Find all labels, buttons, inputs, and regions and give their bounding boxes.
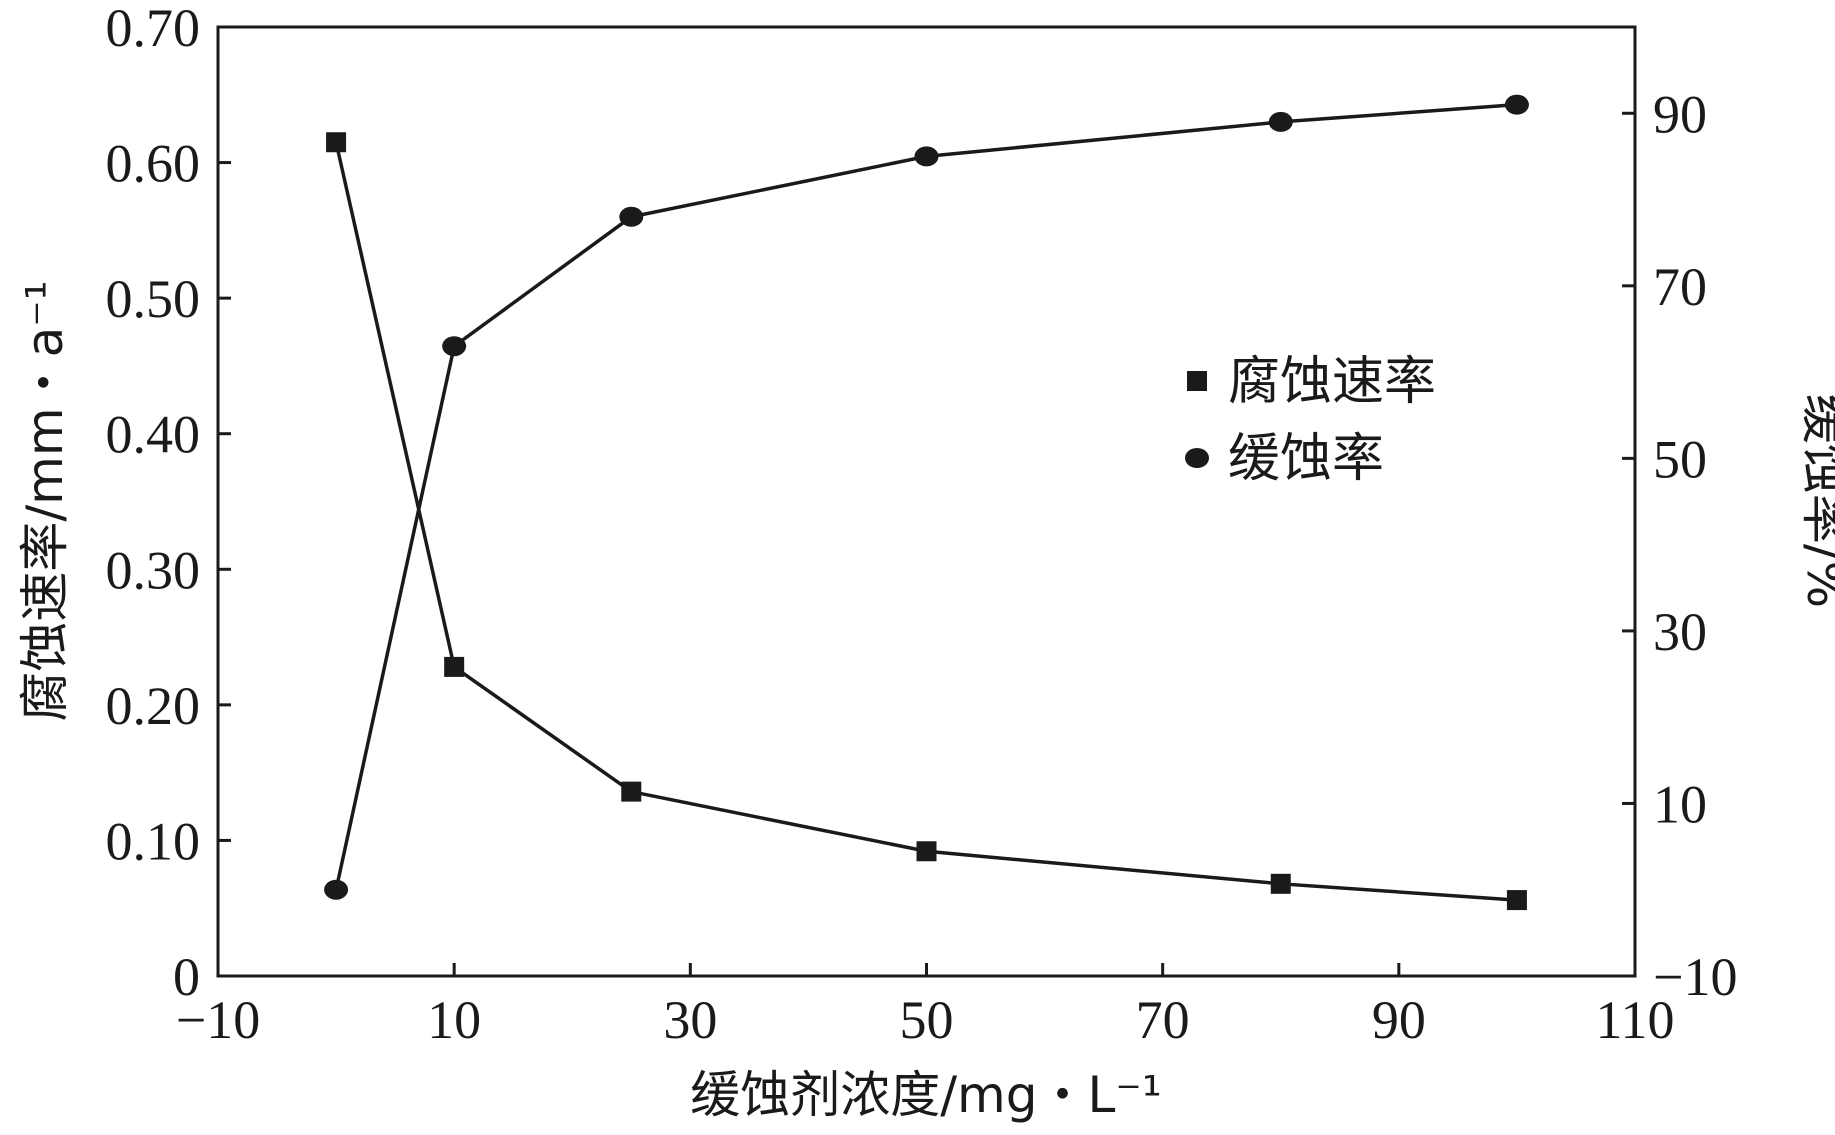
y2-tick-label: 50 [1653, 429, 1707, 489]
x-tick-label: 50 [900, 990, 954, 1050]
legend-square-marker [1187, 371, 1207, 391]
series-line-inhibition-efficiency [334, 102, 1518, 891]
y-axis-ticks: 0 0.10 0.20 0.30 0.40 0.50 0.60 0.70 [106, 0, 231, 1007]
y2-tick-label: 70 [1653, 257, 1707, 317]
y-tick-label: 0.50 [106, 269, 201, 329]
inhibition-efficiency-point [1504, 94, 1529, 115]
y-tick-label: 0.70 [106, 0, 201, 58]
legend-label-inhibition-efficiency: 缓蚀率 [1228, 429, 1384, 489]
inhibition-efficiency-point [442, 336, 467, 357]
y-tick-label: 0.10 [106, 811, 201, 871]
y2-axis-title: 缓蚀率/% [1796, 394, 1835, 608]
y-tick-label: 0.60 [106, 134, 201, 194]
inhibition-efficiency-point [619, 206, 644, 227]
plot-frame [216, 25, 1637, 978]
y-tick-label: 0.30 [106, 540, 201, 600]
x-tick-label: 10 [427, 990, 481, 1050]
y2-axis-ticks: −10 10 30 50 70 90 [1622, 84, 1737, 1007]
legend-label-corrosion-rate: 腐蚀速率 [1228, 352, 1436, 412]
corrosion-rate-point [444, 656, 465, 677]
corrosion-rate-point [916, 841, 937, 862]
y-tick-label: 0.20 [106, 676, 201, 736]
x-tick-label: 90 [1372, 990, 1426, 1050]
y2-tick-label: 30 [1653, 602, 1707, 662]
x-tick-label: −10 [176, 990, 260, 1050]
x-tick-label: 70 [1136, 990, 1190, 1050]
inhibition-efficiency-point [324, 879, 349, 900]
inhibition-efficiency-point [914, 146, 939, 167]
inhibition-efficiency-point [1268, 111, 1293, 132]
y2-tick-label: 10 [1653, 774, 1707, 834]
series-layer [324, 94, 1529, 911]
corrosion-rate-point [1506, 890, 1527, 911]
x-axis-title: 缓蚀剂浓度/mg・L⁻¹ [690, 1066, 1162, 1124]
y-axis-title: 腐蚀速率/mm・a⁻¹ [16, 280, 74, 721]
corrosion-rate-point [1270, 873, 1291, 894]
legend: 腐蚀速率 缓蚀率 [1185, 352, 1436, 489]
series-line-corrosion-rate [334, 141, 1518, 902]
corrosion-rate-point [326, 132, 347, 153]
y2-tick-label: −10 [1653, 947, 1737, 1007]
x-axis-ticks: −10 10 30 50 70 90 110 [176, 963, 1675, 1050]
corrosion-rate-point [621, 781, 642, 802]
y-tick-label: 0 [173, 947, 200, 1007]
y2-tick-label: 90 [1653, 84, 1707, 144]
x-tick-label: 30 [663, 990, 717, 1050]
y-tick-label: 0.40 [106, 405, 201, 465]
legend-circle-marker [1185, 448, 1209, 468]
x-tick-label: 110 [1596, 990, 1675, 1050]
